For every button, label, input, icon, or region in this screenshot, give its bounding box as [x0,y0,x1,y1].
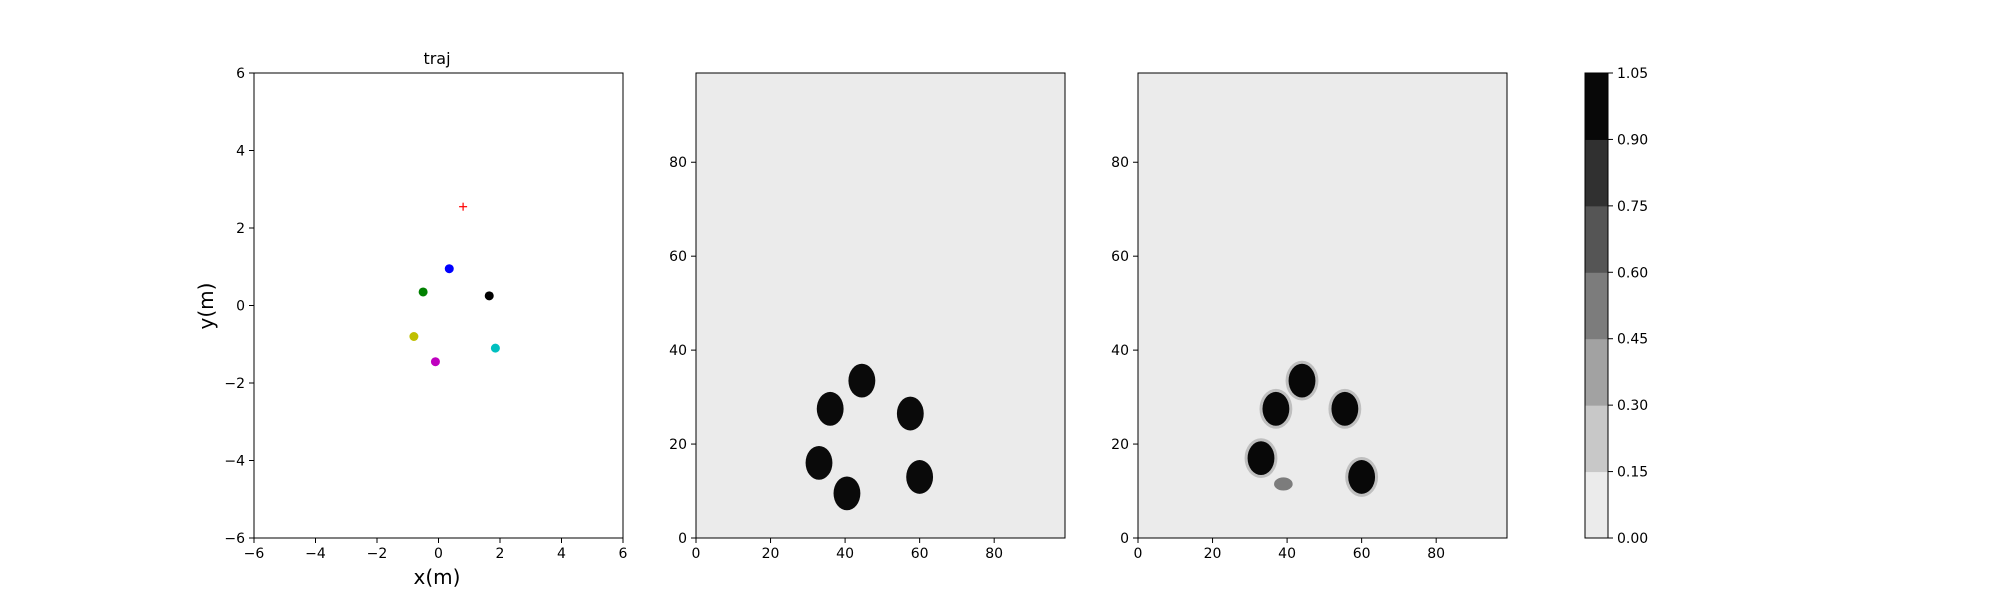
y-tick-label: 0 [1120,531,1129,547]
trajectory-point [418,287,428,297]
y-axis-ticks: −6 −4 −2 0 2 4 6 [224,66,254,547]
y-tick-label: 80 [1111,155,1129,171]
colorbar-level [1585,205,1608,273]
x-axis-ticks: 0 20 40 60 80 [1134,538,1445,562]
trajectory-point [490,343,500,353]
plot-frame [253,72,624,539]
y-tick-label: 60 [1111,249,1129,265]
chart-title: traj [423,49,450,68]
heatmap-blob [848,363,876,398]
colorbar-level [1585,338,1608,406]
x-axis-label: x(m) [414,565,461,589]
y-tick-label: 20 [1111,437,1129,453]
y-tick-label: 2 [236,221,245,237]
target-marker [459,202,468,211]
x-tick-label: 0 [1134,546,1143,562]
y-tick-label: 0 [678,531,687,547]
x-tick-label: 20 [762,546,780,562]
heatmap-plot-1: 0 20 40 60 80 0 20 40 60 80 [669,72,1066,562]
colorbar-tick-label: 0.30 [1617,398,1648,414]
y-axis-label: y(m) [194,283,218,330]
colorbar-frame [1584,72,1609,539]
heatmap-blob [1331,391,1359,426]
colorbar-level [1585,73,1608,140]
colorbar-tick-label: 0.75 [1617,199,1648,215]
x-tick-label: 0 [692,546,701,562]
trajectory-point [444,264,454,274]
plot-frame [695,72,1066,539]
x-tick-label: 20 [1204,546,1222,562]
heatmap-blob [1288,363,1316,398]
x-tick-label: −6 [244,546,265,562]
x-tick-label: 4 [557,546,566,562]
colorbar-level [1585,471,1608,539]
x-axis-ticks: 0 20 40 60 80 [692,538,1003,562]
heatmap-blob [816,391,844,426]
y-tick-label: 60 [669,249,687,265]
y-axis-ticks: 0 20 40 60 80 [1111,155,1138,547]
heatmap-background [696,73,1065,538]
colorbar-level [1585,405,1608,473]
x-tick-label: 60 [911,546,929,562]
y-tick-label: 0 [236,299,245,315]
x-tick-label: 40 [1278,546,1296,562]
colorbar-tick-label: 0.15 [1617,465,1648,481]
colorbar-ticks: 0.00 0.15 0.30 0.45 0.60 0.75 0.90 1.05 [1608,66,1648,547]
colorbar-tick-label: 1.05 [1617,66,1648,82]
x-tick-label: 0 [434,546,443,562]
plot-frame [1137,72,1508,539]
colorbar-levels [1585,73,1608,539]
colorbar-tick-label: 0.60 [1617,265,1648,281]
x-tick-label: 40 [836,546,854,562]
heatmap-background [1138,73,1507,538]
x-tick-label: −2 [367,546,388,562]
y-tick-label: −4 [224,454,245,470]
colorbar-tick-label: 0.90 [1617,132,1648,148]
colorbar: 0.00 0.15 0.30 0.45 0.60 0.75 0.90 1.05 [1584,66,1648,547]
y-tick-label: 40 [1111,343,1129,359]
y-axis-ticks: 0 20 40 60 80 [669,155,696,547]
trajectory-point [484,291,494,301]
heatmap-blobs [805,363,934,511]
heatmap-blob [906,460,934,494]
y-tick-label: −6 [224,531,245,547]
heatmap-blob [1348,460,1376,494]
heatmap-plot-2: 0 20 40 60 80 0 20 40 60 80 [1111,72,1508,562]
x-axis-ticks: −6 −4 −2 0 2 4 6 [244,538,628,562]
heatmap-blob [805,445,833,480]
trajectory-point [430,357,440,367]
x-tick-label: 80 [1427,546,1445,562]
x-tick-label: 80 [985,546,1003,562]
x-tick-label: 60 [1353,546,1371,562]
heatmap-blob [896,396,924,431]
trajectory-plot: traj −6 −4 −2 0 2 4 6 −6 −4 −2 0 2 4 6 x(m) y(m) [194,49,628,589]
colorbar-tick-label: 0.45 [1617,332,1648,348]
y-tick-label: 80 [669,155,687,171]
heatmap-blobs [1244,360,1379,497]
heatmap-blob [833,476,861,511]
x-tick-label: 6 [619,546,628,562]
trajectory-point [409,332,419,341]
heatmap-blob [1274,477,1293,491]
heatmap-blob [1247,441,1275,476]
y-tick-label: 40 [669,343,687,359]
y-tick-label: 20 [669,437,687,453]
x-tick-label: −4 [305,546,326,562]
y-tick-label: 6 [236,66,245,82]
trajectory-points [409,202,500,367]
colorbar-level [1585,139,1608,207]
x-tick-label: 2 [496,546,505,562]
y-tick-label: −2 [224,376,245,392]
colorbar-level [1585,272,1608,340]
heatmap-blob [1262,391,1290,426]
colorbar-tick-label: 0.00 [1617,531,1648,547]
y-tick-label: 4 [236,144,245,160]
